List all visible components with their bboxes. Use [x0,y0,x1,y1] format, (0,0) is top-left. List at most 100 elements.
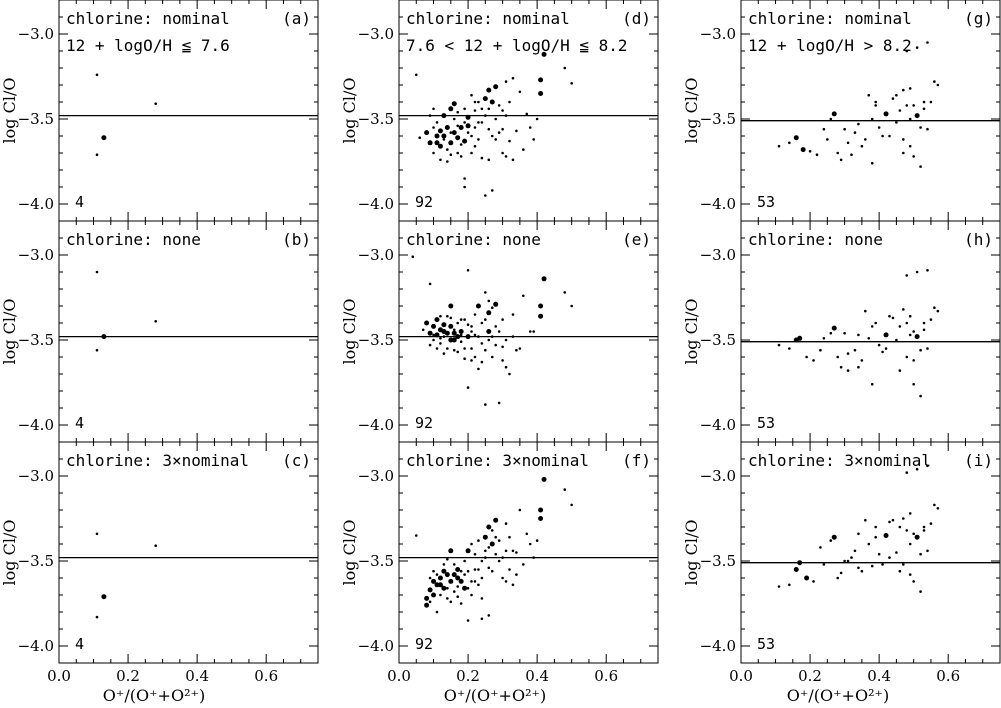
data-point [446,347,449,350]
data-point [486,87,492,93]
data-point [815,153,819,156]
data-point [465,334,471,340]
data-point [466,131,470,134]
data-point [902,138,905,141]
y-tick-label: −3.0 [358,246,394,264]
data-point [883,533,889,538]
data-point [535,539,539,542]
data-point [435,573,439,576]
data-point [905,274,909,277]
data-point [459,155,463,158]
data-point [874,100,877,104]
data-point [484,556,487,559]
data-point [431,578,437,584]
data-point [490,189,494,192]
data-point [494,343,497,347]
data-point [452,563,456,566]
data-point [915,46,919,49]
data-point [836,355,839,359]
data-point [870,117,874,121]
data-point [463,185,466,189]
data-point [883,332,889,338]
data-point [538,303,544,309]
data-point [877,343,881,347]
data-point [912,104,915,107]
data-point [902,308,905,311]
data-point [538,313,544,319]
panel-subtitle: 12 + logO/H > 8.2 [748,36,912,55]
data-point [480,321,484,325]
data-point [452,117,456,121]
y-axis-title: log Cl/O [682,520,701,586]
data-point [484,114,487,117]
y-axis-title: log Cl/O [682,299,701,365]
data-point [477,583,480,587]
sample-count: 92 [415,414,433,432]
data-point [908,144,912,148]
data-point [905,355,909,359]
data-point [846,141,850,145]
panel-frame [398,441,659,664]
data-point [435,610,439,614]
panel-frame [58,441,319,664]
data-point [442,563,446,566]
y-tick-label: −3.5 [358,552,394,570]
data-point [473,126,477,129]
data-point [458,329,464,334]
data-point [846,559,850,563]
panel-letter: (a) [282,9,311,28]
x-axis-title-col2: O⁺/(O⁺+O²⁺) [444,686,546,705]
data-point [494,117,497,121]
data-point [860,144,864,148]
data-point [864,138,867,141]
x-tick-label: 0.0 [729,667,753,685]
data-point [895,551,898,554]
data-point [455,567,461,572]
data-point [463,347,466,350]
data-point [448,106,454,112]
panel-title: chlorine: none [748,230,883,249]
data-point [494,535,497,539]
data-point [508,139,511,143]
data-point [439,158,442,162]
data-point [501,359,504,362]
data-point [448,323,454,329]
data-point [421,328,425,332]
data-point [431,323,437,329]
data-point [452,348,456,352]
data-point [442,352,446,355]
data-point [541,276,547,282]
x-tick-label: 0.6 [936,667,960,685]
panel-frame [58,220,319,443]
data-point [926,347,929,350]
data-point [870,564,874,568]
data-point [518,347,522,350]
sample-count: 53 [757,635,775,653]
data-point [449,153,453,156]
data-point [459,143,463,146]
data-point [497,104,501,107]
data-point [459,340,463,344]
panel-c: −3.0 −3.5 −4.0 0.0 0.2 0.4 0.6 log Cl/O chlorine… [0,441,319,685]
data-point [487,299,491,303]
x-axis-title-col3: O⁺/(O⁺+O²⁺) [787,686,889,705]
y-tick-label: −3.0 [700,25,736,43]
data-point [465,123,471,129]
data-point [532,138,535,141]
data-point [504,549,508,553]
data-point [797,335,803,341]
data-point [465,548,471,554]
data-point [480,360,484,364]
y-tick-label: −3.0 [358,25,394,43]
data-point [434,582,440,588]
data-point [922,321,926,325]
data-point [482,96,488,102]
data-point [432,107,435,111]
panel-title: chlorine: none [406,230,541,249]
data-point [441,113,447,119]
panel-letter: (i) [964,451,993,470]
data-point [473,109,477,112]
data-point [541,51,547,57]
sample-count: 92 [415,193,433,211]
